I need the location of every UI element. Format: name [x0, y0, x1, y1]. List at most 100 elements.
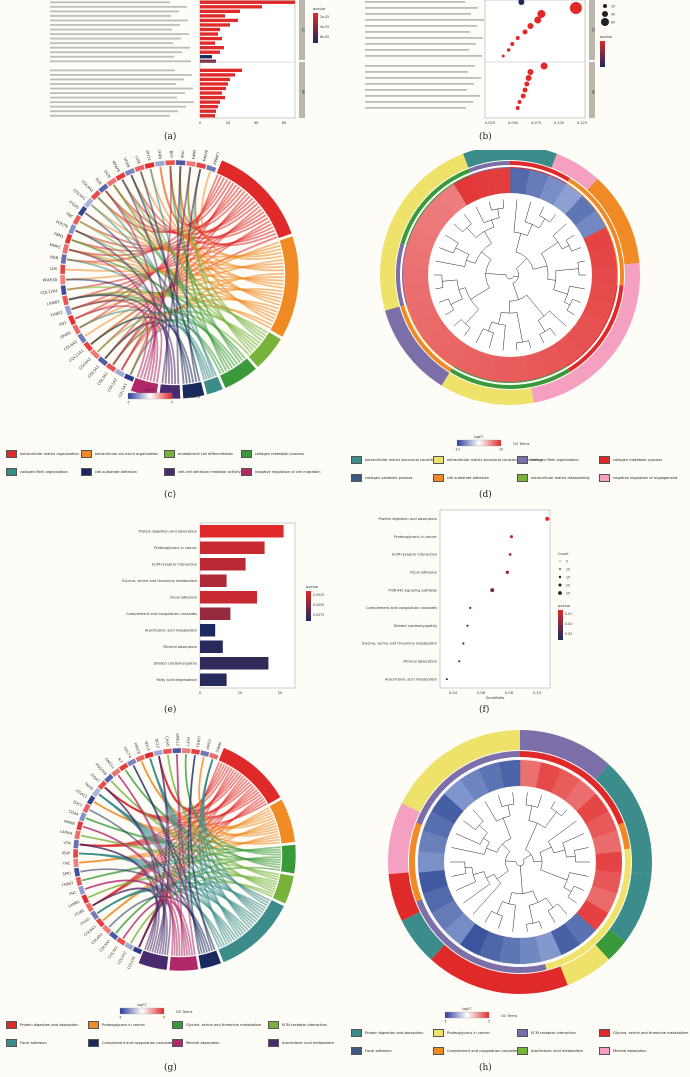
- category-label: [50, 10, 179, 13]
- legend-suffix: GO Terms: [184, 395, 201, 399]
- panel-e-label: (e): [164, 705, 177, 715]
- term-segment: [203, 376, 224, 396]
- gene-label: LAMB1: [46, 299, 60, 307]
- category-label: Glycine, serine and threonine metabolism: [362, 642, 438, 646]
- term-ring-segment: [520, 730, 609, 780]
- gene-segment: [77, 205, 88, 217]
- dendrogram-branch: [553, 849, 566, 854]
- category-label: [365, 95, 480, 97]
- category-label: Dilated cardiomyopathy: [154, 661, 198, 665]
- bar: [200, 95, 225, 100]
- dot: [522, 87, 528, 93]
- term-swatch: [172, 1039, 183, 1047]
- bar: [200, 91, 222, 95]
- category-label: [50, 87, 193, 90]
- bar: [200, 640, 223, 653]
- gene-segment: [61, 243, 70, 255]
- gene-label: CDH11: [144, 150, 152, 162]
- gene-segment: [124, 167, 136, 177]
- gene-segment: [60, 253, 68, 265]
- panel-h-circular-dendrogram: [388, 730, 652, 994]
- category-label: [365, 55, 482, 57]
- size-legend-dot: [559, 568, 561, 570]
- dendrogram-branch: [484, 231, 492, 244]
- size-legend-dot: [558, 583, 562, 587]
- gene-label: GNG12: [175, 733, 179, 746]
- category-label: [365, 31, 470, 33]
- term-swatch: [81, 468, 92, 476]
- term-legend-item: Glycine, serine and threonine metabolism: [172, 1021, 261, 1029]
- chord-link: [169, 166, 241, 364]
- dendrogram-arc: [577, 262, 580, 276]
- logfc-ring-cell: [424, 324, 455, 355]
- chord-link: [66, 223, 272, 291]
- dendrogram-branch: [540, 869, 568, 881]
- x-tick-label: 0.08: [505, 691, 514, 695]
- bar: [200, 45, 224, 50]
- dendrogram-branch: [571, 247, 581, 252]
- category-label: [365, 107, 466, 109]
- term-swatch: [88, 1039, 99, 1047]
- term-swatch: [6, 450, 17, 458]
- logfc-ring-cell: [422, 885, 455, 913]
- dendrogram-branch: [453, 319, 462, 327]
- gene-segment: [190, 748, 201, 756]
- term-segment: [197, 949, 222, 970]
- chord-link: [104, 190, 244, 362]
- dendrogram-branch: [505, 860, 517, 862]
- legend-colorbar: [119, 1007, 165, 1015]
- dendrogram-branch: [475, 206, 485, 224]
- legend-colorbar: [313, 13, 318, 43]
- term-swatch: [599, 474, 610, 482]
- gene-label: ADCY4: [123, 746, 132, 759]
- dendrogram-branch: [486, 847, 497, 853]
- gene-label: LOX: [50, 266, 58, 271]
- legend-title: logFC: [462, 1007, 472, 1011]
- term-ring-segment: [380, 196, 419, 311]
- dendrogram-branch: [566, 234, 575, 241]
- term-segment: [218, 747, 281, 805]
- logfc-ring-cell: [564, 912, 596, 945]
- dendrogram-branch: [553, 289, 568, 295]
- term-swatch: [599, 456, 610, 464]
- term-ring-segment: [531, 359, 598, 403]
- category-label: Complement and coagulation cascades: [366, 606, 437, 610]
- term-legend-item: Arachidonic acid metabolism: [517, 1047, 583, 1055]
- x-tick-label: 0: [199, 121, 202, 125]
- gene-label: COL6A3: [83, 925, 97, 937]
- category-label: [50, 46, 190, 49]
- term-swatch: [351, 474, 362, 482]
- category-label: [50, 1, 170, 4]
- bar: [200, 558, 246, 571]
- bar: [200, 68, 242, 73]
- term-swatch: [268, 1021, 279, 1029]
- bar: [200, 109, 216, 113]
- category-label: ECM-receptor interaction: [392, 553, 437, 557]
- chord-link: [161, 166, 192, 384]
- gene-segment: [83, 341, 94, 353]
- gene-segment: [97, 780, 108, 791]
- gene-segment: [61, 295, 70, 306]
- dendrogram-branch: [463, 883, 491, 904]
- term-ring-segment: [401, 730, 520, 813]
- gene-label: ITGA7: [90, 773, 101, 783]
- term-swatch: [351, 1029, 362, 1037]
- gene-label: ELN: [94, 177, 103, 186]
- panel-f-plot-area: [439, 509, 551, 689]
- chord-link: [104, 786, 268, 827]
- category-label: Glycine, serine and threonine metabolism: [122, 579, 198, 583]
- term-segment: [168, 955, 199, 972]
- dendrogram-branch: [527, 224, 533, 236]
- size-legend-label: 20: [566, 584, 570, 588]
- category-label: [50, 110, 178, 113]
- term-ring-segment: [551, 153, 598, 191]
- gene-label: TIMP3: [191, 150, 198, 160]
- bar: [200, 591, 257, 604]
- legend-suffix: GO Terms: [501, 1014, 518, 1018]
- term-label: ECM-receptor interaction: [282, 1023, 327, 1027]
- legend-colorbar: [127, 392, 173, 400]
- dendrogram-arc: [475, 226, 495, 238]
- dot: [515, 106, 520, 110]
- dendrogram-branch: [512, 283, 519, 300]
- gene-label: TNC: [62, 861, 71, 866]
